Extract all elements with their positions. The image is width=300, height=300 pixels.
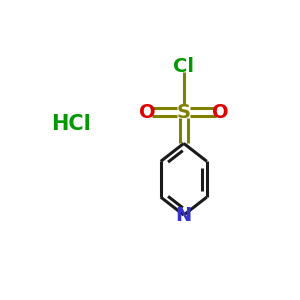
- Text: O: O: [139, 103, 155, 122]
- Text: Cl: Cl: [173, 56, 194, 76]
- Text: S: S: [177, 103, 191, 122]
- Text: N: N: [176, 206, 192, 224]
- Text: O: O: [212, 103, 229, 122]
- Text: HCl: HCl: [51, 114, 91, 134]
